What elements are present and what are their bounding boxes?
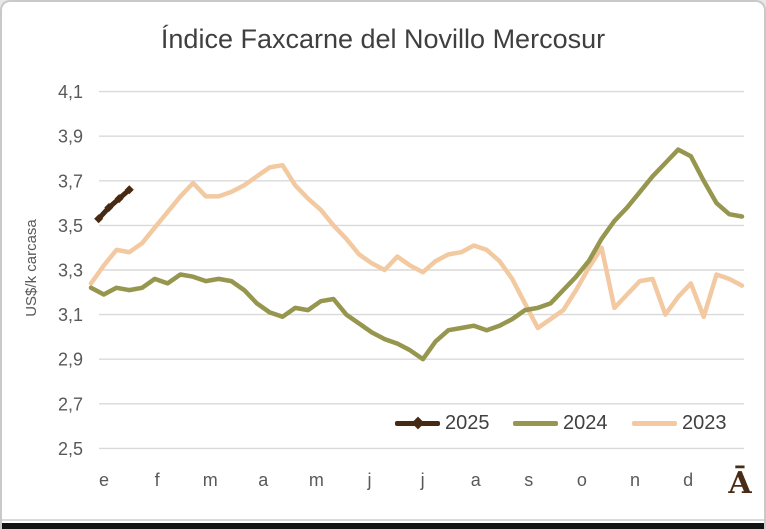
x-tick-label: f <box>155 470 161 490</box>
y-tick-label: 4,1 <box>58 82 83 102</box>
series-line-2024 <box>88 147 745 362</box>
x-tick-label: d <box>683 470 693 490</box>
legend-line-2025-icon <box>395 416 440 430</box>
bottom-hairline <box>2 519 764 521</box>
legend-line-2023-icon <box>632 420 677 426</box>
legend-label-2025: 2025 <box>445 411 490 434</box>
x-tick-label: j <box>420 470 425 490</box>
x-tick-label: o <box>577 470 587 490</box>
x-tick-label: m <box>309 470 324 490</box>
diamond-marker-icon <box>114 194 124 204</box>
diamond-marker-icon <box>411 416 424 430</box>
legend-item-2024: 2024 <box>513 409 608 437</box>
y-tick-label: 2,5 <box>58 439 83 459</box>
y-tick-label: 3,9 <box>58 127 83 147</box>
legend-label-2024: 2024 <box>563 411 608 434</box>
y-tick-label: 3,1 <box>58 305 83 325</box>
x-tick-label: n <box>630 470 640 490</box>
legend-label-2023: 2023 <box>682 411 727 434</box>
chart-title: Índice Faxcarne del Novillo Mercosur <box>160 24 606 54</box>
y-tick-label: 3,5 <box>58 216 83 236</box>
diamond-marker-icon <box>124 185 134 195</box>
series-line-2023 <box>88 162 745 331</box>
diamond-marker-icon <box>94 214 104 224</box>
x-tick-label: s <box>524 470 533 490</box>
x-tick-label: a <box>258 470 269 490</box>
legend-line-2024-icon <box>513 420 558 426</box>
window-bottom-edge <box>2 523 764 529</box>
y-tick-label: 2,9 <box>58 350 83 370</box>
x-tick-label: m <box>203 470 218 490</box>
x-tick-label: j <box>367 470 372 490</box>
y-tick-label: 2,7 <box>58 394 83 414</box>
legend: 2025 2024 2023 <box>2 409 764 437</box>
logo-a-macron: Ā <box>728 466 752 501</box>
series-line-2025 <box>96 187 132 222</box>
legend-item-2025: 2025 <box>395 409 490 437</box>
x-tick-label: e <box>99 470 109 490</box>
y-tick-label: 3,3 <box>58 261 83 281</box>
legend-item-2023: 2023 <box>632 409 727 437</box>
y-tick-label: 3,7 <box>58 171 83 191</box>
x-tick-label: a <box>471 470 482 490</box>
diamond-marker-icon <box>104 203 114 213</box>
